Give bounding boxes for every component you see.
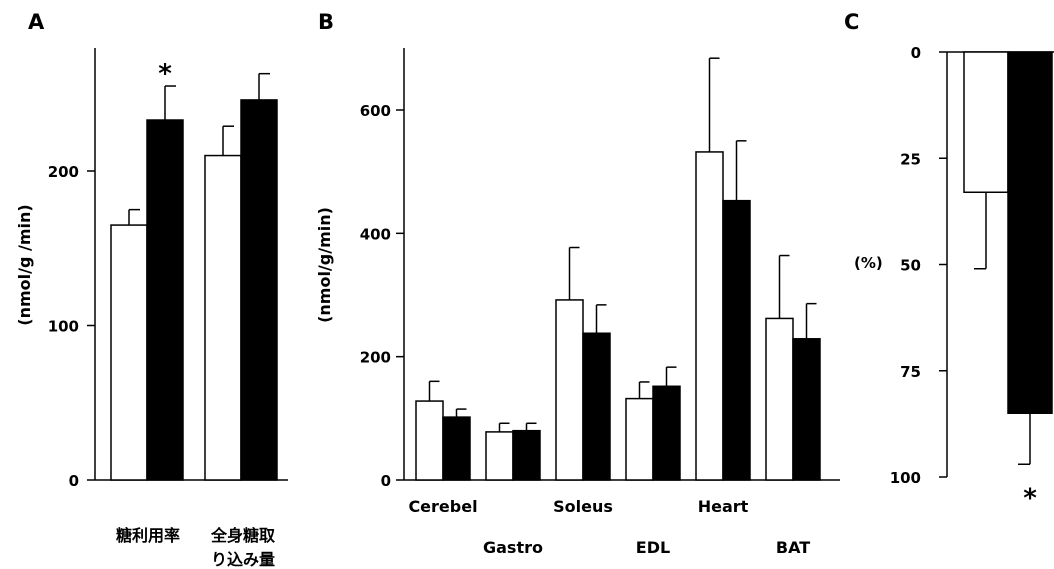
panel-c: C (%) 0 25 50 75 100 * — [844, 10, 1054, 513]
panel-b-bar — [652, 385, 681, 481]
panel-a-y-tick-label: 0 — [69, 472, 79, 490]
panel-b-bar — [555, 299, 584, 481]
panel-a-bar — [204, 154, 242, 481]
panel-a-bar — [110, 224, 148, 481]
panel-b-bar — [722, 199, 751, 481]
panel-b-bar — [625, 397, 654, 481]
panel-b-y-tick-label: 400 — [360, 225, 391, 243]
panel-a-y-tick-label: 100 — [48, 318, 79, 336]
panel-a-significance-mark: * — [158, 59, 172, 89]
panel-b-bar — [582, 332, 611, 481]
panel-b-y-tick-label: 200 — [360, 349, 391, 367]
panel-b-category-label: Heart — [698, 497, 749, 516]
panel-b-category-label: BAT — [776, 538, 810, 557]
panel-b-category-label: Gastro — [483, 538, 543, 557]
panel-a-bar — [146, 119, 184, 481]
panel-b-y-tick-label: 600 — [360, 102, 391, 120]
panel-c-y-axis-label: (%) — [854, 254, 883, 272]
panel-a-category-label: 糖利用率 — [116, 526, 180, 545]
panel-b-letter: B — [318, 10, 334, 34]
panel-b-bar — [485, 431, 514, 481]
panel-a-category-label: 全身糖取 — [210, 526, 275, 545]
panel-b-bar — [415, 400, 444, 481]
panel-b-bar — [695, 151, 724, 481]
panel-a-category-label: り込み量 — [211, 550, 275, 569]
panel-c-y-tick-label: 75 — [900, 363, 921, 381]
panel-b-category-label: Soleus — [553, 497, 613, 516]
panel-b-category-label: EDL — [636, 538, 670, 557]
panel-c-y-tick-label: 25 — [900, 150, 921, 168]
panel-c-y-tick-label: 0 — [911, 44, 921, 62]
panel-b-bar — [512, 429, 541, 481]
panel-a-bar — [240, 99, 278, 481]
panel-c-bar — [963, 51, 1009, 193]
panel-a-y-tick-label: 200 — [48, 163, 79, 181]
panel-b-y-tick-label: 0 — [381, 472, 391, 490]
panel-b: B (nmol/g/min) 0 200 400 600 Cerebel Gastro S… — [315, 10, 840, 557]
panel-c-significance-mark: * — [1023, 483, 1037, 513]
panel-c-bar — [1007, 51, 1053, 414]
panel-b-bar — [792, 338, 821, 481]
panel-b-y-axis-label: (nmol/g/min) — [315, 207, 334, 323]
panel-b-bar — [442, 416, 471, 481]
panel-a-y-axis-label: (nmol/g /min) — [15, 204, 34, 325]
panel-c-y-tick-label: 50 — [900, 257, 921, 275]
panel-b-bar — [765, 317, 794, 481]
panel-c-letter: C — [844, 10, 859, 34]
panel-a-letter: A — [28, 10, 45, 34]
panel-c-y-tick-label: 100 — [890, 469, 921, 487]
panel-b-category-label: Cerebel — [408, 497, 477, 516]
